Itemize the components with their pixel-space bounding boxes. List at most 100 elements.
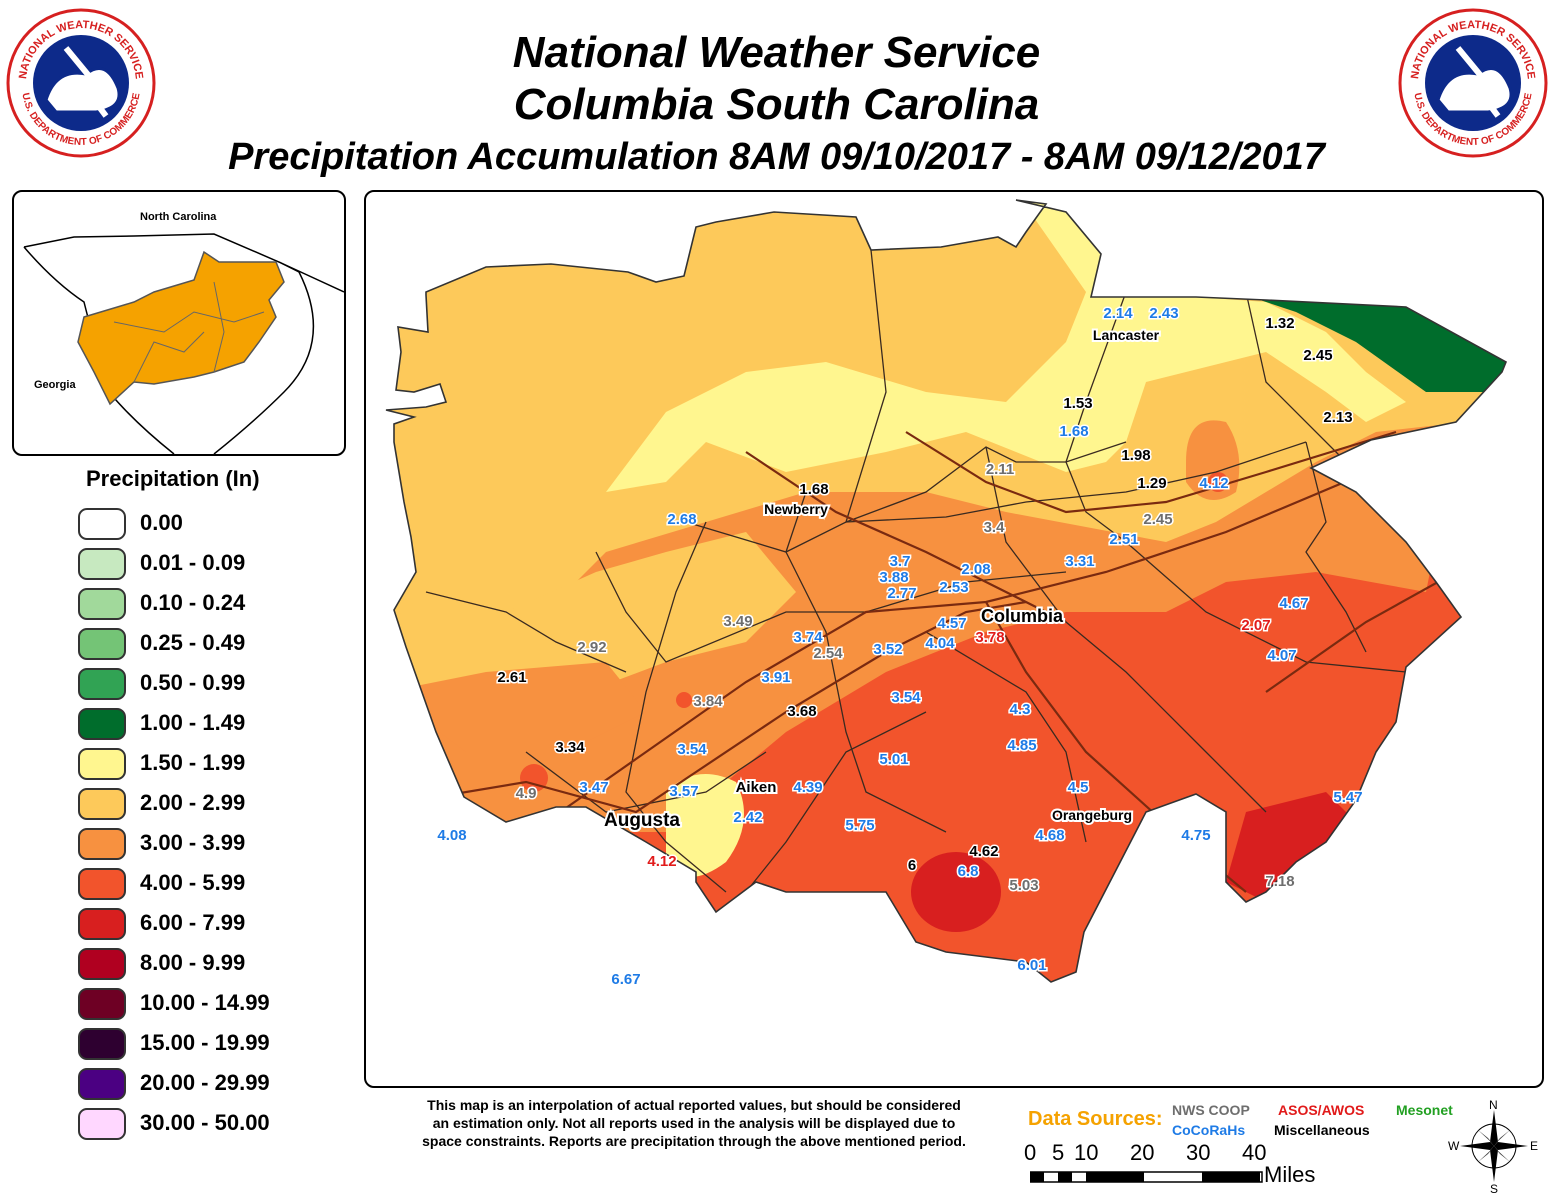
header-office-location: Columbia South Carolina (513, 80, 1040, 129)
disclaimer-line-1: This map is an interpolation of actual r… (427, 1097, 961, 1113)
data-sources-title: Data Sources: (1028, 1108, 1163, 1130)
disclaimer-line-3: space constraints. Reports are precipita… (422, 1133, 966, 1149)
disclaimer: This map is an interpolation of actual r… (388, 1096, 1000, 1150)
legend-label: 4.00 - 5.99 (140, 870, 246, 895)
observation-value: 2.08 (961, 561, 990, 578)
source-mesonet: Mesonet (1396, 1102, 1453, 1118)
observation-value: 3.57 (669, 783, 698, 800)
legend-label: 2.00 - 2.99 (140, 790, 246, 815)
observation-value: 2.11 (986, 461, 1014, 478)
observation-value: 3.88 (879, 569, 908, 586)
observation-labels: 2.14 2.43 1.32 2.45 1.53 1.68 2.13 1.98 2.11 1.29… (436, 304, 1364, 990)
precip-contours (386, 200, 1506, 982)
legend-swatch (78, 588, 126, 620)
observation-value: 4.9 (516, 785, 537, 802)
observation-value: 1.68 (799, 481, 828, 498)
legend-label: 0.01 - 0.09 (140, 550, 246, 575)
observation-value: 4.62 (969, 843, 998, 860)
legend-label: 8.00 - 9.99 (140, 950, 246, 975)
observation-value: 2.53 (939, 579, 968, 596)
scale-bar (1030, 1171, 1263, 1183)
observation-value: 4.3 (1010, 701, 1031, 718)
scale-unit: Miles (1264, 1162, 1316, 1187)
observation-value: 6.8 (958, 863, 979, 880)
city-label: Newberry (764, 501, 828, 517)
region-outline (385, 199, 1508, 983)
legend-swatch (78, 788, 126, 820)
source-miscellaneous: Miscellaneous (1274, 1122, 1370, 1138)
observation-value: 6.01 (1017, 957, 1046, 974)
legend-label: 0.00 (140, 510, 183, 535)
legend-swatch (78, 948, 126, 980)
map-canvas: 2.14 2.43 1.32 2.45 1.53 1.68 2.13 1.98 2.11 1.29… (385, 199, 1508, 990)
observation-value: 3.7 (890, 553, 911, 570)
observation-value: 3.68 (787, 703, 816, 720)
observation-value: 2.13 (1323, 409, 1352, 426)
legend-swatch (78, 868, 126, 900)
observation-value: 3.54 (891, 689, 921, 706)
scale-tick: 10 (1074, 1140, 1099, 1165)
observation-value: 1.68 (1059, 423, 1088, 440)
legend-label: 0.10 - 0.24 (140, 590, 246, 615)
source-asos-awos: ASOS/AWOS (1278, 1102, 1365, 1118)
legend-title: Precipitation (In) (86, 466, 260, 491)
legend-label: 10.00 - 14.99 (140, 990, 270, 1015)
observation-value: 2.68 (667, 511, 696, 528)
observation-value: 3.74 (793, 629, 823, 646)
scale-tick: 0 (1024, 1140, 1037, 1165)
observation-value: 2.43 (1149, 305, 1178, 322)
observation-value: 2.45 (1143, 511, 1172, 528)
cwa-region-shape (77, 250, 285, 406)
observation-value: 2.07 (1241, 617, 1270, 634)
observation-value: 1.98 (1121, 447, 1150, 464)
observation-value: 4.57 (937, 615, 966, 632)
disclaimer-line-2: an estimation only. Not all reports used… (432, 1115, 956, 1131)
inset-label-north-carolina: North Carolina (140, 211, 217, 223)
city-label: Aiken (736, 779, 777, 796)
header-office-name: National Weather Service (512, 28, 1041, 77)
city-label: Lancaster (1093, 327, 1160, 343)
observation-value: 3.54 (677, 741, 707, 758)
observation-value: 6.67 (611, 971, 640, 988)
observation-value: 4.68 (1035, 827, 1064, 844)
observation-value: 4.85 (1007, 737, 1036, 754)
legend-swatch (78, 908, 126, 940)
observation-value: 2.61 (497, 669, 526, 686)
legend-swatch (78, 548, 126, 580)
legend-swatch (78, 988, 126, 1020)
compass-rose: N S W E (1448, 1098, 1538, 1194)
observation-value: 1.32 (1265, 315, 1294, 332)
scale-tick: 40 (1242, 1140, 1267, 1165)
legend-swatch (78, 628, 126, 660)
city-labels: Lancaster Newberry Columbia Aiken Augusta Ora… (602, 325, 1162, 833)
scale-tick: 30 (1186, 1140, 1211, 1165)
observation-value: 4.04 (925, 635, 955, 652)
legend-label: 1.50 - 1.99 (140, 750, 246, 775)
observation-value: 2.92 (577, 639, 606, 656)
nws-logo-left: NATIONAL WEATHER SERVICE U.S. DEPARTMENT… (6, 8, 156, 158)
inset-label-georgia: Georgia (34, 379, 76, 391)
map-title: Precipitation Accumulation 8AM 09/10/201… (228, 136, 1325, 178)
legend-label: 15.00 - 19.99 (140, 1030, 270, 1055)
city-label: Orangeburg (1052, 807, 1132, 823)
observation-value: 4.39 (793, 779, 822, 796)
observation-value: 5.47 (1333, 789, 1362, 806)
source-cocorahs: CoCoRaHs (1172, 1122, 1246, 1138)
legend-swatch (78, 748, 126, 780)
observation-value: 2.14 (1103, 305, 1133, 322)
legend-label: 0.50 - 0.99 (140, 670, 246, 695)
scale-tick: 5 (1052, 1140, 1065, 1165)
source-nws-coop: NWS COOP (1172, 1102, 1250, 1118)
legend-swatch (78, 508, 126, 540)
observation-value: 4.08 (437, 827, 466, 844)
legend-label: 3.00 - 3.99 (140, 830, 246, 855)
observation-value: 3.52 (873, 641, 902, 658)
observation-value: 3.49 (723, 613, 752, 630)
observation-value: 5.03 (1009, 877, 1038, 894)
observation-value: 4.75 (1181, 827, 1210, 844)
observation-value: 2.45 (1303, 347, 1332, 364)
compass-e: E (1530, 1139, 1538, 1153)
city-label: Columbia (981, 606, 1064, 626)
observation-value: 1.53 (1063, 395, 1092, 412)
observation-value: 4.67 (1279, 595, 1308, 612)
